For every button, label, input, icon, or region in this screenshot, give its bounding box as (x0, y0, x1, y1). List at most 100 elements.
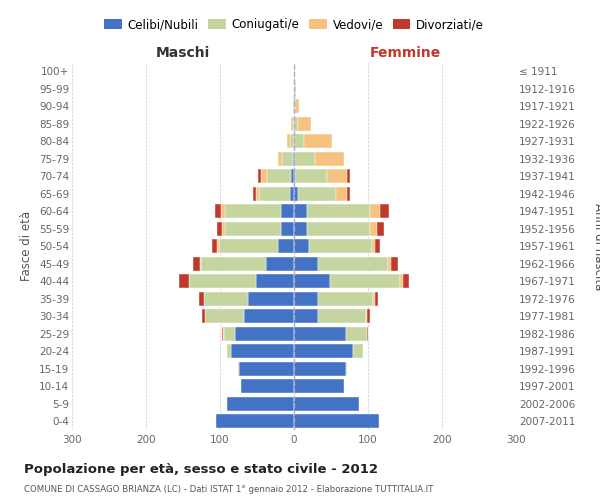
Bar (253, 186, 256, 201)
Bar (294, 239, 309, 254)
Bar (239, 362, 294, 376)
Bar (293, 99, 294, 114)
Y-axis label: Fasce di età: Fasce di età (20, 211, 34, 282)
Bar (367, 326, 368, 341)
Bar (294, 186, 298, 201)
Bar (367, 309, 370, 324)
Bar (244, 309, 294, 324)
Bar (199, 292, 204, 306)
Y-axis label: Anni di nascita: Anni di nascita (592, 202, 600, 290)
Bar (370, 204, 380, 218)
Bar (307, 204, 370, 218)
Bar (329, 274, 400, 288)
Bar (217, 239, 218, 254)
Bar (204, 292, 248, 306)
Bar (403, 274, 409, 288)
Bar (372, 239, 374, 254)
Bar (370, 222, 377, 236)
Bar (294, 116, 298, 131)
Bar (304, 134, 332, 148)
Bar (218, 239, 278, 254)
Bar (278, 239, 294, 254)
Bar (266, 256, 294, 271)
Bar (241, 379, 294, 394)
Bar (377, 222, 383, 236)
Bar (281, 204, 294, 218)
Bar (287, 134, 290, 148)
Bar (256, 274, 294, 288)
Bar (205, 309, 244, 324)
Bar (294, 274, 329, 288)
Bar (374, 239, 380, 254)
Bar (294, 396, 359, 411)
Bar (225, 204, 281, 218)
Bar (221, 204, 225, 218)
Bar (295, 169, 326, 184)
Bar (291, 169, 294, 184)
Bar (336, 186, 347, 201)
Bar (189, 274, 256, 288)
Bar (222, 222, 225, 236)
Bar (294, 326, 346, 341)
Bar (294, 169, 295, 184)
Text: Maschi: Maschi (156, 46, 210, 60)
Bar (227, 344, 231, 358)
Bar (217, 222, 222, 236)
Bar (347, 186, 349, 201)
Bar (298, 186, 336, 201)
Bar (295, 82, 296, 96)
Bar (235, 326, 294, 341)
Bar (281, 222, 294, 236)
Bar (193, 256, 200, 271)
Bar (256, 186, 259, 201)
Bar (258, 169, 262, 184)
Bar (316, 152, 344, 166)
Bar (294, 362, 346, 376)
Bar (317, 292, 373, 306)
Bar (282, 152, 293, 166)
Bar (366, 309, 367, 324)
Bar (179, 274, 189, 288)
Bar (353, 344, 363, 358)
Bar (201, 256, 266, 271)
Bar (294, 414, 379, 428)
Bar (346, 326, 367, 341)
Bar (223, 326, 224, 341)
Bar (262, 169, 268, 184)
Bar (388, 256, 391, 271)
Text: Popolazione per età, sesso e stato civile - 2012: Popolazione per età, sesso e stato civil… (24, 462, 378, 475)
Legend: Celibi/Nubili, Coniugati/e, Vedovi/e, Divorziati/e: Celibi/Nubili, Coniugati/e, Vedovi/e, Di… (99, 14, 489, 36)
Bar (290, 186, 294, 201)
Bar (391, 256, 398, 271)
Bar (294, 152, 295, 166)
Bar (294, 344, 353, 358)
Bar (374, 292, 377, 306)
Bar (346, 362, 347, 376)
Bar (295, 99, 299, 114)
Bar (200, 256, 201, 271)
Bar (294, 379, 344, 394)
Bar (294, 292, 317, 306)
Bar (293, 152, 294, 166)
Bar (222, 326, 223, 341)
Bar (317, 256, 388, 271)
Bar (248, 292, 294, 306)
Bar (224, 326, 235, 341)
Bar (227, 396, 294, 411)
Bar (231, 344, 294, 358)
Bar (294, 256, 317, 271)
Bar (294, 309, 317, 324)
Bar (380, 204, 389, 218)
Bar (294, 222, 307, 236)
Bar (326, 169, 347, 184)
Bar (268, 169, 291, 184)
Bar (290, 134, 294, 148)
Bar (307, 222, 370, 236)
Bar (309, 239, 372, 254)
Text: COMUNE DI CASSAGO BRIANZA (LC) - Dati ISTAT 1° gennaio 2012 - Elaborazione TUTTI: COMUNE DI CASSAGO BRIANZA (LC) - Dati IS… (24, 485, 433, 494)
Bar (238, 362, 239, 376)
Bar (293, 116, 294, 131)
Bar (400, 274, 403, 288)
Bar (259, 186, 290, 201)
Bar (294, 64, 295, 78)
